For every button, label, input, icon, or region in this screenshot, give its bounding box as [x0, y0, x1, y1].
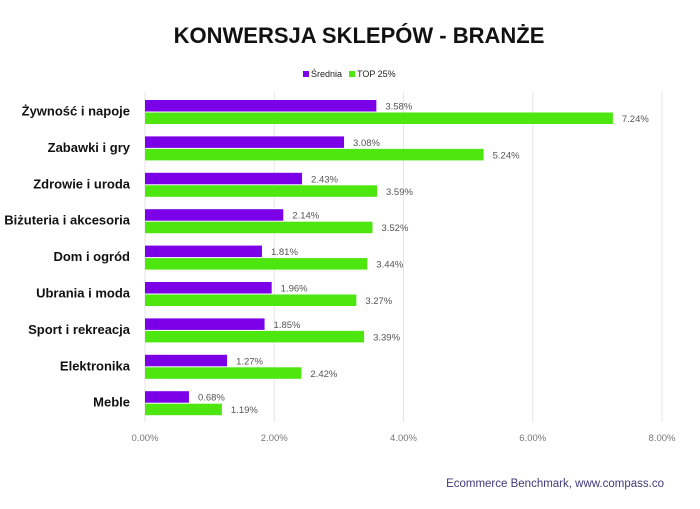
data-label: 3.59%	[386, 187, 413, 198]
data-label: 3.44%	[376, 260, 403, 271]
bar-srednia	[145, 282, 272, 294]
category-label: Ubrania i moda	[36, 286, 131, 301]
bar-srednia	[145, 100, 377, 112]
data-label: 3.39%	[373, 332, 400, 343]
legend-label-top25: TOP 25%	[357, 69, 396, 79]
category-label: Elektronika	[60, 358, 131, 373]
bar-top25	[145, 294, 357, 306]
bar-top25	[145, 403, 222, 416]
bar-srednia	[145, 172, 303, 185]
data-label: 3.58%	[385, 102, 412, 113]
data-label: 0.68%	[198, 393, 225, 404]
x-tick-label: 0.00%	[132, 433, 159, 444]
bar-top25	[145, 185, 378, 197]
x-tick-label: 2.00%	[261, 433, 288, 444]
data-label: 5.24%	[493, 150, 520, 161]
legend-swatch-srednia	[303, 71, 309, 77]
data-label: 3.27%	[365, 296, 392, 307]
legend-label-srednia: Średnia	[311, 68, 342, 79]
bar-top25	[145, 367, 302, 379]
bar-srednia	[145, 245, 262, 258]
data-label: 3.08%	[353, 138, 380, 149]
category-label: Sport i rekreacja	[28, 322, 131, 337]
x-tick-label: 8.00%	[649, 433, 676, 444]
legend-swatch-top25	[349, 71, 355, 77]
data-label: 2.42%	[310, 369, 337, 380]
x-tick-label: 6.00%	[519, 433, 546, 444]
category-label: Żywność i napoje	[22, 104, 130, 119]
source-note: Ecommerce Benchmark, www.compass.co	[446, 478, 664, 490]
category-label: Biżuteria i akcesoria	[4, 213, 130, 228]
bar-srednia	[145, 354, 228, 367]
category-label: Zabawki i gry	[48, 140, 131, 155]
category-label: Meble	[93, 395, 130, 410]
data-label: 2.43%	[311, 174, 338, 185]
legend: Średnia TOP 25%	[303, 68, 396, 79]
bars	[145, 100, 613, 416]
data-label: 1.81%	[271, 247, 298, 258]
data-label: 1.27%	[236, 356, 263, 367]
bar-srednia	[145, 209, 284, 221]
labels: Żywność i napoje 3.58% 7.24% Zabawki i gry 3…	[4, 102, 649, 417]
category-label: Dom i ogród	[53, 249, 130, 264]
bar-srednia	[145, 136, 345, 148]
bar-top25	[145, 258, 368, 270]
data-label: 1.85%	[274, 320, 301, 331]
bar-srednia	[145, 391, 189, 403]
data-label: 7.24%	[622, 114, 649, 125]
category-label: Zdrowie i uroda	[33, 176, 131, 191]
bar-top25	[145, 330, 365, 343]
chart-title: KONWERSJA SKLEPÓW - BRANŻE	[174, 23, 545, 48]
data-label: 3.52%	[381, 223, 408, 234]
bar-top25	[145, 112, 613, 124]
data-label: 1.96%	[281, 284, 308, 295]
bar-srednia	[145, 318, 265, 330]
data-label: 2.14%	[292, 211, 319, 222]
bar-top25	[145, 148, 484, 161]
data-label: 1.19%	[231, 405, 258, 416]
bar-top25	[145, 221, 373, 234]
x-axis: 0.00% 2.00% 4.00% 6.00% 8.00%	[132, 433, 676, 444]
x-tick-label: 4.00%	[390, 433, 417, 444]
